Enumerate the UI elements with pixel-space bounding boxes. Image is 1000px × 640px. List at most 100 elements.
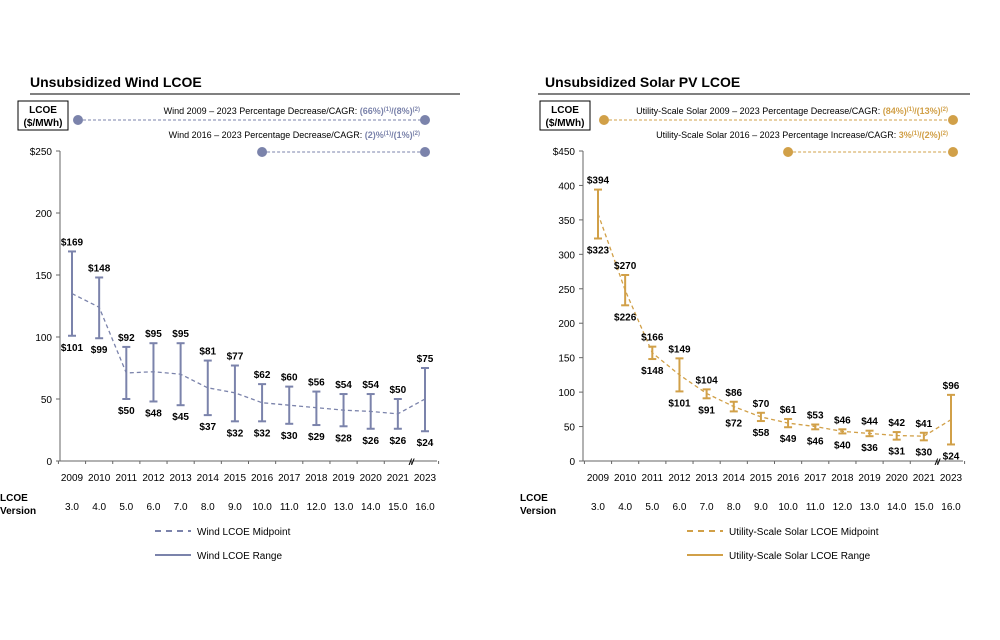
high-value-label: $77 bbox=[227, 352, 244, 363]
x-tick-label: 2017 bbox=[278, 473, 301, 484]
low-value-label: $48 bbox=[145, 408, 162, 419]
annotation-start-marker bbox=[599, 115, 609, 125]
annotation-text: Wind 2016 – 2023 Percentage Decrease/CAG… bbox=[169, 130, 420, 140]
annotation-value2: (13%) bbox=[917, 106, 941, 116]
annotation-end-marker bbox=[948, 147, 958, 157]
high-value-label: $42 bbox=[888, 418, 905, 429]
x-tick-label: 2016 bbox=[777, 473, 800, 484]
low-value-label: $37 bbox=[199, 422, 216, 433]
legend-range-label: Wind LCOE Range bbox=[197, 551, 282, 562]
axis-break-mark: // bbox=[408, 457, 416, 467]
high-value-label: $92 bbox=[118, 333, 135, 344]
x-tick-label: 2023 bbox=[414, 473, 437, 484]
axis-break-mark: // bbox=[934, 457, 942, 467]
legend-range-label: Utility-Scale Solar LCOE Range bbox=[729, 551, 871, 562]
version-label: 11.0 bbox=[806, 502, 825, 513]
high-value-label: $95 bbox=[145, 329, 162, 340]
version-label: 8.0 bbox=[201, 502, 215, 513]
x-tick-label: 2014 bbox=[723, 473, 746, 484]
version-label: 3.0 bbox=[591, 502, 605, 513]
version-label: 13.0 bbox=[860, 502, 880, 513]
version-axis-title: LCOE bbox=[0, 493, 28, 504]
x-tick-label: 2014 bbox=[197, 473, 220, 484]
high-value-label: $61 bbox=[780, 405, 797, 416]
version-label: 14.0 bbox=[887, 502, 907, 513]
low-value-label: $101 bbox=[61, 343, 84, 354]
version-label: 12.0 bbox=[833, 502, 853, 513]
y-tick-label: 300 bbox=[558, 250, 575, 261]
low-value-label: $24 bbox=[943, 451, 960, 462]
annotation-text: Wind 2016 – 2023 Percentage Decrease/CAG… bbox=[169, 130, 365, 140]
x-tick-label: 2017 bbox=[804, 473, 827, 484]
low-value-label: $45 bbox=[172, 412, 189, 423]
x-tick-label: 2013 bbox=[169, 473, 192, 484]
low-value-label: $50 bbox=[118, 406, 135, 417]
high-value-label: $148 bbox=[88, 263, 111, 274]
y-label-line: LCOE bbox=[29, 105, 57, 116]
x-tick-label: 2012 bbox=[668, 473, 691, 484]
x-tick-label: 2012 bbox=[142, 473, 165, 484]
version-label: 15.0 bbox=[388, 502, 408, 513]
version-label: 10.0 bbox=[252, 502, 272, 513]
annotation-sup1: (1) bbox=[384, 107, 391, 113]
version-label: 13.0 bbox=[334, 502, 354, 513]
annotation-value2: (2%) bbox=[922, 130, 941, 140]
chart-title: Unsubsidized Wind LCOE bbox=[30, 74, 202, 90]
version-label: 9.0 bbox=[228, 502, 242, 513]
version-label: 7.0 bbox=[174, 502, 188, 513]
annotation-end-marker bbox=[420, 115, 430, 125]
version-label: 5.0 bbox=[119, 502, 133, 513]
x-tick-label: 2015 bbox=[224, 473, 247, 484]
low-value-label: $32 bbox=[254, 428, 271, 439]
low-value-label: $29 bbox=[308, 432, 325, 443]
x-tick-label: 2010 bbox=[88, 473, 111, 484]
low-value-label: $49 bbox=[780, 434, 797, 445]
low-value-label: $30 bbox=[281, 431, 298, 442]
low-value-label: $101 bbox=[668, 398, 691, 409]
annotation-text: Utility-Scale Solar 2009 – 2023 Percenta… bbox=[636, 106, 948, 116]
x-tick-label: 2019 bbox=[858, 473, 881, 484]
annotation-sup2: (2) bbox=[413, 131, 420, 137]
annotation-value: (2)% bbox=[365, 130, 384, 140]
y-label-unit: ($/MWh) bbox=[24, 118, 63, 129]
low-value-label: $24 bbox=[417, 438, 434, 449]
low-value-label: $46 bbox=[807, 436, 824, 447]
midpoint-line bbox=[71, 293, 426, 415]
x-tick-label: 2023 bbox=[940, 473, 963, 484]
x-tick-label: 2018 bbox=[305, 473, 328, 484]
y-tick-label: 150 bbox=[558, 354, 575, 365]
high-value-label: $169 bbox=[61, 237, 84, 248]
midpoint-line bbox=[597, 213, 952, 437]
annotation-sup1: (1) bbox=[384, 131, 391, 137]
y-tick-label: 50 bbox=[564, 423, 576, 434]
annotation-text: Utility-Scale Solar 2016 – 2023 Percenta… bbox=[656, 130, 948, 140]
low-value-label: $72 bbox=[725, 418, 742, 429]
x-tick-label: 2010 bbox=[614, 473, 637, 484]
x-tick-label: 2009 bbox=[61, 473, 84, 484]
version-label: 11.0 bbox=[280, 502, 299, 513]
annotation-sup1: (1) bbox=[912, 131, 919, 137]
low-value-label: $30 bbox=[916, 447, 933, 458]
solar-chart: Unsubsidized Solar PV LCOE LCOE ($/MWh) Uti… bbox=[520, 74, 970, 562]
low-value-label: $148 bbox=[641, 366, 664, 377]
y-label-box bbox=[17, 100, 69, 131]
high-value-label: $86 bbox=[725, 388, 742, 399]
legend-midpoint-label: Wind LCOE Midpoint bbox=[197, 527, 291, 538]
version-label: 14.0 bbox=[361, 502, 381, 513]
annotation-sep: / bbox=[391, 130, 394, 140]
annotation-text: Wind 2009 – 2023 Percentage Decrease/CAG… bbox=[164, 106, 420, 116]
low-value-label: $26 bbox=[362, 436, 379, 447]
version-label: 9.0 bbox=[754, 502, 768, 513]
annotation-sup2: (2) bbox=[941, 107, 948, 113]
high-value-label: $41 bbox=[916, 419, 933, 430]
annotation-sep: / bbox=[914, 106, 917, 116]
version-axis-title: LCOE bbox=[520, 493, 548, 504]
annotation-start-marker bbox=[257, 147, 268, 157]
high-value-label: $81 bbox=[199, 347, 216, 358]
y-tick-label: 50 bbox=[41, 395, 53, 406]
y-tick-label: $450 bbox=[553, 147, 576, 158]
annotation-sup2: (2) bbox=[941, 131, 948, 137]
x-tick-label: 2016 bbox=[251, 473, 274, 484]
annotation-end-marker bbox=[948, 115, 958, 125]
